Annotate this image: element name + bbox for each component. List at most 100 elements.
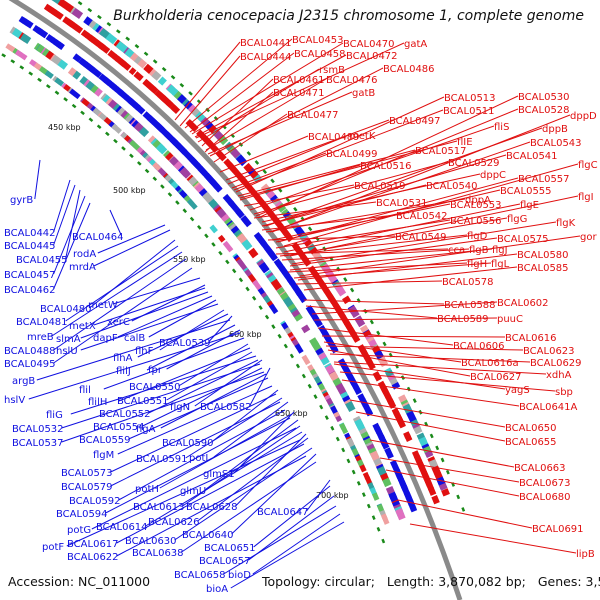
gene-label: BCAL0640 (182, 530, 234, 541)
gene-label: flilJ (116, 366, 131, 377)
gene-label: BCAL0511 (443, 106, 495, 117)
gene-label: BCAL0489 (308, 132, 360, 143)
gene-label: flgD (467, 231, 488, 242)
feature-block (381, 441, 390, 450)
leader-line (252, 513, 341, 575)
scale-tick (152, 176, 158, 182)
gene-label: BCAL0658 (174, 570, 226, 581)
scale-tick (381, 538, 386, 544)
leader-line (116, 443, 305, 544)
leader-line (283, 217, 508, 257)
gene-label: potI (189, 453, 208, 464)
scale-tick (349, 287, 355, 293)
leader-line (333, 361, 547, 375)
plot-title: Burkholderia cenocepacia J2315 chromosom… (113, 8, 584, 24)
leader-line (297, 253, 518, 281)
feature-block (105, 33, 118, 45)
leader-line (28, 332, 241, 400)
label-leader-lines (28, 38, 581, 589)
gene-label: BCAL0531 (376, 198, 428, 209)
gene-label: BCAL0614 (96, 522, 148, 533)
gene-label: BCAL0585 (517, 263, 569, 274)
feature-block (371, 492, 380, 501)
gene-label: BCAL0627 (470, 372, 522, 383)
leader-line (66, 439, 301, 547)
gene-label: mrdA (69, 262, 96, 273)
scale-tick (366, 503, 371, 509)
leader-line (231, 152, 327, 189)
leader-line (118, 409, 286, 501)
gene-label: BCAL0589 (437, 314, 489, 325)
gene-label: BCAL0582 (200, 402, 252, 413)
gene-label: BCAL0673 (519, 478, 571, 489)
feature-block (385, 485, 395, 495)
leader-line (275, 248, 449, 255)
scale-tick (211, 242, 216, 247)
feature-block (301, 354, 311, 366)
feature-block (222, 240, 234, 253)
scale-tick (167, 192, 173, 197)
feature-block (71, 7, 84, 19)
scale-tick (285, 197, 291, 203)
feature-block (157, 144, 168, 155)
gene-label: dppC (480, 170, 506, 181)
gene-labels: gyrB BCAL0442 BCAL0445 BCAL0455 BCAL0457 BCAL… (4, 35, 598, 595)
leader-line (267, 235, 396, 241)
scale-tick (341, 447, 346, 453)
scale-tick (293, 206, 298, 212)
feature-block (241, 239, 253, 251)
gene-label: flgM (93, 450, 114, 461)
leader-line (53, 184, 76, 246)
gene-label: flgA (136, 424, 156, 435)
feature-block (11, 28, 23, 39)
leader-line (184, 38, 293, 129)
feature-block (355, 421, 366, 432)
feature-block (295, 290, 305, 299)
scale-tick (170, 74, 176, 80)
leader-line (201, 78, 274, 147)
leader-line (349, 399, 506, 428)
gene-label: gatA (404, 39, 427, 50)
gene-label: sbp (555, 387, 573, 398)
feature-block (44, 70, 54, 79)
leader-line (333, 363, 506, 390)
gene-label: BCAL0594 (56, 509, 108, 520)
gene-label: BCAL0476 (326, 75, 378, 86)
leader-line (281, 248, 470, 261)
feature-block (294, 313, 303, 322)
gene-label: BCAL0651 (204, 543, 256, 554)
feature-block (298, 294, 308, 304)
feature-block (281, 322, 290, 331)
feature-block (218, 135, 229, 146)
leader-line (112, 277, 201, 305)
leader-line (148, 299, 217, 338)
scale-tick (440, 457, 445, 463)
gene-label: BCAL0552 (99, 409, 151, 420)
feature-block (398, 420, 406, 429)
gene-label: flil (79, 385, 91, 396)
gene-label: BCAL0623 (523, 346, 575, 357)
gene-label: potH (135, 484, 159, 495)
genome-stats: Topology: circular; Length: 3,870,082 bp… (262, 574, 600, 589)
gene-label: BCAL0613 (133, 502, 185, 513)
gene-label: BCAL0588 (444, 300, 496, 311)
scale-tick (225, 259, 230, 265)
leader-line (233, 109, 444, 191)
feature-block (190, 107, 200, 117)
leader-line (116, 455, 307, 557)
gene-label: glmS1 (203, 469, 235, 480)
gene-label: yagS (505, 385, 530, 396)
scale-tick (87, 7, 93, 13)
leader-line (271, 203, 451, 241)
feature-block (359, 464, 367, 473)
gene-label: BCAL0441 (240, 38, 292, 49)
gene-label: rodA (73, 249, 96, 260)
leader-line (137, 313, 229, 358)
scale-tick (435, 445, 440, 451)
gene-label: BCAL0486 (383, 64, 435, 75)
leader-line (182, 425, 301, 507)
gene-label: flIE (457, 137, 473, 148)
scale-tick (1, 53, 7, 58)
leader-line (103, 337, 245, 390)
